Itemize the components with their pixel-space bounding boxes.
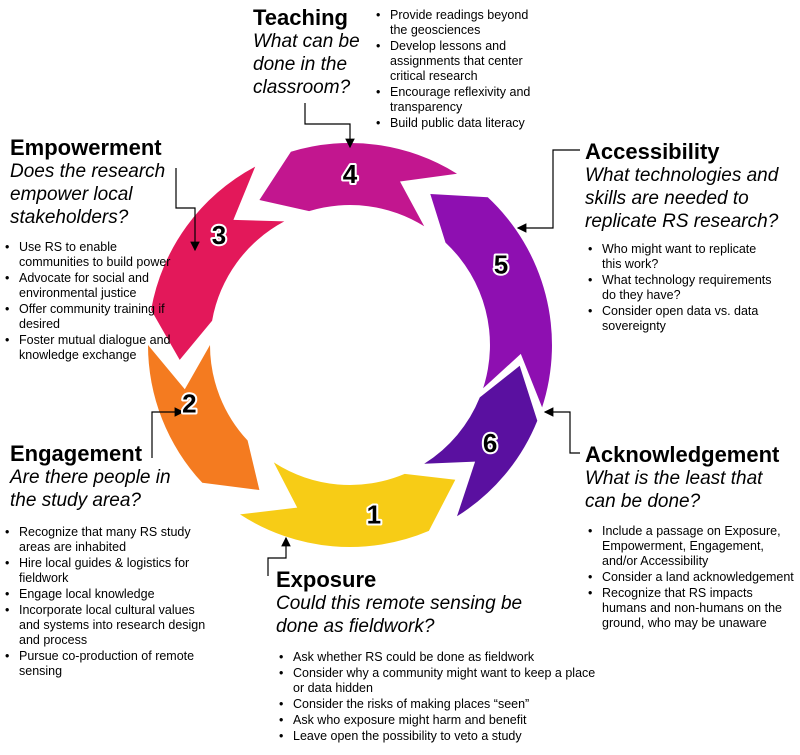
list-item: Incorporate local cultural values and sy… bbox=[2, 603, 207, 648]
empowerment-section: Empowerment Does the research empower lo… bbox=[10, 136, 188, 229]
acknowledgement-title: Acknowledgement bbox=[585, 442, 780, 467]
segment-number-1: 1 bbox=[367, 499, 381, 529]
engagement-section: Engagement Are there people in the study… bbox=[10, 442, 188, 512]
engagement-question: Are there people in the study area? bbox=[10, 467, 171, 511]
segment-number-4: 4 bbox=[343, 159, 358, 189]
segment-number-6: 6 bbox=[483, 428, 497, 458]
list-item: Who might want to replicate this work? bbox=[585, 242, 775, 272]
cycle-segment-4 bbox=[259, 142, 457, 227]
accessibility-bullets: Who might want to replicate this work? W… bbox=[585, 242, 775, 335]
list-item: Recognize that RS impacts humans and non… bbox=[585, 586, 797, 631]
list-item: Consider the risks of making places “see… bbox=[276, 697, 596, 712]
list-item: Provide readings beyond the geosciences bbox=[373, 8, 548, 38]
teaching-question: What can be done in the classroom? bbox=[253, 31, 360, 98]
exposure-section: Exposure Could this remote sensing be do… bbox=[276, 568, 536, 638]
connector-engagement bbox=[151, 407, 185, 458]
accessibility-question: What technologies and skills are needed … bbox=[585, 165, 779, 232]
connector-empowerment bbox=[175, 168, 200, 252]
list-item: Ask who exposure might harm and benefit bbox=[276, 713, 596, 728]
accessibility-title: Accessibility bbox=[585, 139, 720, 164]
exposure-question: Could this remote sensing be done as fie… bbox=[276, 593, 523, 637]
teaching-title: Teaching bbox=[253, 5, 348, 30]
segment-number-5: 5 bbox=[494, 250, 508, 280]
cycle-segment-6 bbox=[424, 365, 538, 517]
list-item: Offer community training if desired bbox=[2, 302, 172, 332]
list-item: Include a passage on Exposure, Empowerme… bbox=[585, 524, 797, 569]
list-item: Hire local guides & logistics for fieldw… bbox=[2, 556, 207, 586]
engagement-title: Engagement bbox=[10, 441, 143, 466]
segment-number-2: 2 bbox=[182, 389, 196, 419]
list-item: What technology requirements do they hav… bbox=[585, 273, 775, 303]
accessibility-section: Accessibility What technologies and skil… bbox=[585, 140, 797, 233]
list-item: Leave open the possibility to veto a stu… bbox=[276, 729, 596, 744]
exposure-bullets: Ask whether RS could be done as fieldwor… bbox=[276, 650, 596, 745]
connector-teaching bbox=[304, 103, 355, 149]
connector-acknowledgement bbox=[543, 407, 580, 454]
list-item: Pursue co-production of remote sensing bbox=[2, 649, 207, 679]
list-item: Consider open data vs. data sovereignty bbox=[585, 304, 775, 334]
list-item: Encourage reflexivity and transparency bbox=[373, 85, 548, 115]
list-item: Recognize that many RS study areas are i… bbox=[2, 525, 207, 555]
empowerment-question: Does the research empower local stakehol… bbox=[10, 161, 166, 228]
list-item: Consider why a community might want to k… bbox=[276, 666, 596, 696]
engagement-bullets: Recognize that many RS study areas are i… bbox=[2, 525, 207, 680]
cycle-segment-3 bbox=[151, 166, 285, 360]
cycle-segment-2 bbox=[148, 345, 260, 490]
list-item: Use RS to enable communities to build po… bbox=[2, 240, 172, 270]
connector-accessibility bbox=[516, 149, 580, 233]
acknowledgement-bullets: Include a passage on Exposure, Empowerme… bbox=[585, 524, 797, 632]
cycle-segment-1 bbox=[240, 462, 456, 547]
teaching-section: Teaching What can be done in the classro… bbox=[253, 6, 371, 99]
teaching-bullets: Provide readings beyond the geosciences … bbox=[373, 8, 548, 132]
list-item: Ask whether RS could be done as fieldwor… bbox=[276, 650, 596, 665]
acknowledgement-question: What is the least that can be done? bbox=[585, 468, 763, 512]
empowerment-bullets: Use RS to enable communities to build po… bbox=[2, 240, 172, 364]
list-item: Foster mutual dialogue and knowledge exc… bbox=[2, 333, 172, 363]
list-item: Develop lessons and assignments that cen… bbox=[373, 39, 548, 84]
acknowledgement-section: Acknowledgement What is the least that c… bbox=[585, 443, 795, 513]
list-item: Consider a land acknowledgement bbox=[585, 570, 797, 585]
cycle-segment-5 bbox=[430, 194, 552, 408]
list-item: Build public data literacy bbox=[373, 116, 548, 131]
segment-number-3: 3 bbox=[212, 220, 226, 250]
empowerment-title: Empowerment bbox=[10, 135, 162, 160]
connector-exposure bbox=[267, 536, 291, 576]
exposure-title: Exposure bbox=[276, 567, 377, 592]
list-item: Engage local knowledge bbox=[2, 587, 207, 602]
list-item: Advocate for social and environmental ju… bbox=[2, 271, 172, 301]
